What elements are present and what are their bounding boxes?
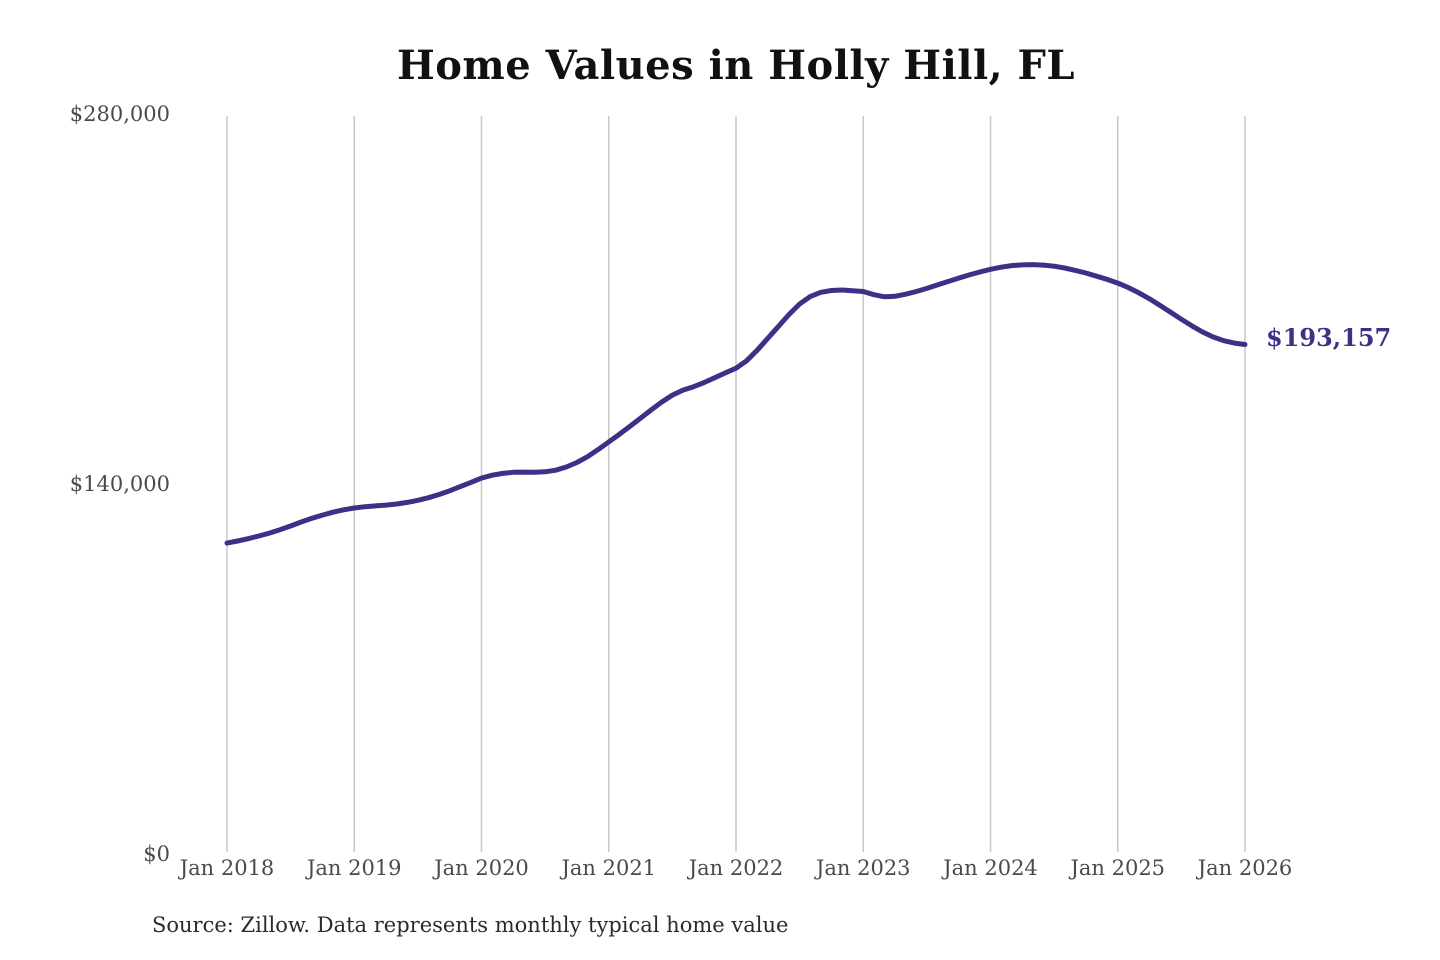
x-tick-label-jan-2018: Jan 2018 (180, 856, 275, 880)
x-tick-label-jan-2021: Jan 2021 (561, 856, 656, 880)
y-tick-label-140000: $140,000 (58, 472, 170, 496)
gridlines (227, 116, 1245, 852)
y-tick-label-280000: $280,000 (58, 102, 170, 126)
source-note: Source: Zillow. Data represents monthly … (152, 913, 788, 937)
chart-canvas (0, 0, 1440, 960)
x-tick-label-jan-2020: Jan 2020 (434, 856, 529, 880)
x-tick-label-jan-2019: Jan 2019 (307, 856, 402, 880)
x-tick-label-jan-2026: Jan 2026 (1198, 856, 1293, 880)
y-tick-label-0: $0 (58, 842, 170, 866)
x-tick-label-jan-2025: Jan 2025 (1070, 856, 1165, 880)
x-tick-label-jan-2022: Jan 2022 (689, 856, 784, 880)
x-tick-label-jan-2024: Jan 2024 (943, 856, 1038, 880)
home-values-chart-figure: Home Values in Holly Hill, FL $280,000 $… (0, 0, 1440, 960)
x-tick-label-jan-2023: Jan 2023 (816, 856, 911, 880)
latest-value-label: $193,157 (1266, 323, 1391, 352)
